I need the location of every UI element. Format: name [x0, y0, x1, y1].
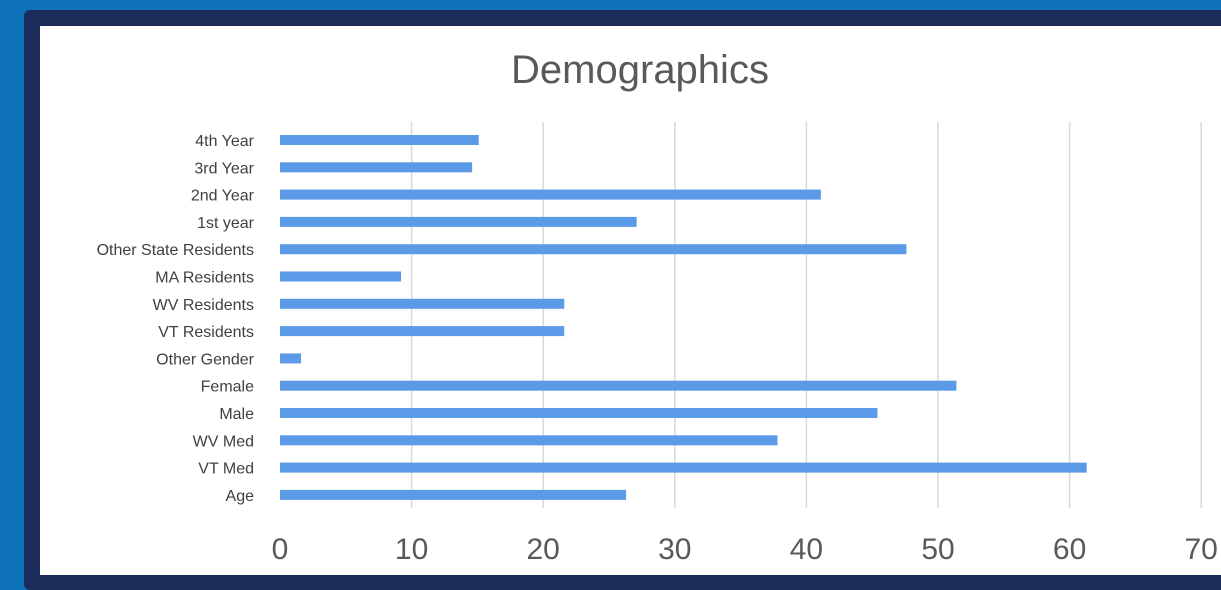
bar-1st-year [280, 216, 637, 227]
category-label: WV Residents [153, 297, 254, 314]
category-label: VT Med [198, 461, 254, 478]
bar-4th-year [280, 135, 479, 145]
bar-vt-med [280, 462, 1087, 473]
bar-other-gender [280, 353, 302, 364]
category-label: 4th Year [195, 133, 254, 150]
category-label: 1st year [197, 215, 255, 232]
category-labels: 4th Year 3rd Year 2nd Year 1st year Other St… [97, 133, 255, 505]
bar-wv-med [280, 435, 778, 446]
category-label: 2nd Year [191, 188, 255, 205]
bar-vt-residents [280, 326, 565, 337]
bar-2nd-year [280, 189, 821, 200]
x-tick-label: 50 [921, 533, 954, 566]
category-label: Age [226, 488, 255, 505]
bar-male [280, 408, 878, 418]
x-tick-label: 10 [395, 533, 428, 566]
bar-chart: Demographics 4th Year 3rd Year 2nd Year 1st… [97, 48, 1218, 566]
bar-other-state-residents [280, 244, 907, 255]
x-tick-label: 0 [272, 533, 289, 566]
x-tick-label: 40 [790, 533, 823, 566]
x-tick-label: 30 [658, 533, 691, 566]
x-axis-ticks: 0 10 20 30 40 50 60 70 [272, 533, 1218, 566]
bar-ma-residents [280, 271, 402, 282]
category-label: 3rd Year [194, 160, 254, 177]
x-tick-label: 70 [1185, 533, 1218, 566]
gridlines [410, 122, 1202, 508]
category-label: Male [219, 406, 254, 423]
category-label: Other Gender [156, 351, 255, 368]
chart-panel: Demographics 4th Year 3rd Year 2nd Year 1st… [40, 26, 1221, 575]
category-label: Other State Residents [97, 242, 254, 259]
bar-3rd-year [280, 162, 473, 173]
category-label: WV Med [193, 433, 254, 450]
bar-wv-residents [280, 298, 565, 309]
category-label: MA Residents [155, 270, 254, 287]
x-tick-label: 20 [527, 533, 560, 566]
category-label: VT Residents [158, 324, 254, 341]
bar-female [280, 380, 957, 391]
bar-age [280, 489, 627, 500]
chart-title: Demographics [511, 48, 769, 92]
x-tick-label: 60 [1053, 533, 1086, 566]
bars [280, 135, 1087, 500]
category-label: Female [201, 379, 254, 396]
